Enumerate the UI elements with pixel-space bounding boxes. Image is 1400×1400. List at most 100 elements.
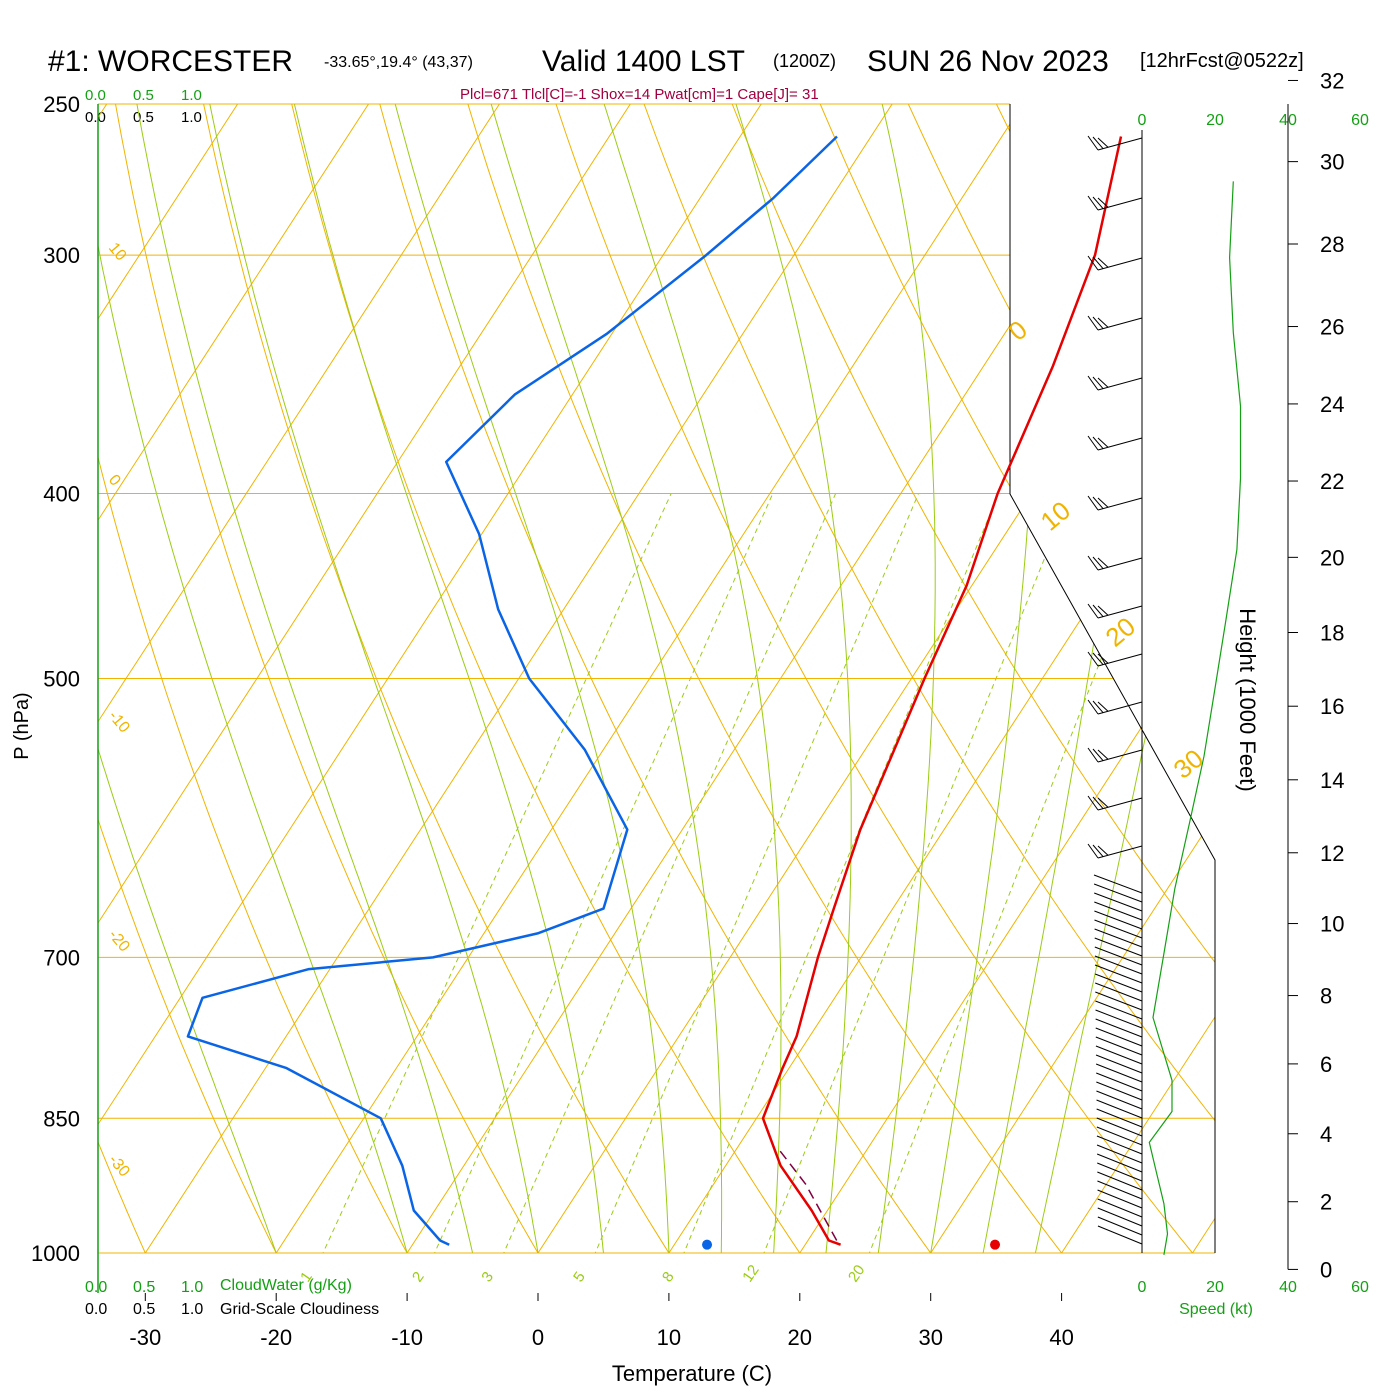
wind-scale-top-tick: 20 <box>1206 112 1224 129</box>
wind-barb <box>1095 982 1143 1002</box>
isotherm-line <box>1323 104 1400 1253</box>
wind-barb-flag <box>1087 795 1099 811</box>
wind-barb <box>1096 1108 1143 1128</box>
parcel-line <box>776 1146 838 1241</box>
isobar-label: 300 <box>43 243 80 268</box>
wind-barb-flag <box>1092 316 1104 329</box>
wind-scale-bottom-tick: 20 <box>1206 1279 1224 1296</box>
mixing-ratio-line <box>425 493 774 1253</box>
wind-barb-flag <box>1092 700 1104 713</box>
dry-adiabat-label: 0 <box>1003 314 1033 346</box>
x-axis-label: Temperature (C) <box>612 1361 772 1386</box>
top-cloudwater-tick: 0.5 <box>133 87 154 104</box>
wind-barb-flag <box>1087 603 1099 619</box>
wind-barb <box>1097 653 1143 667</box>
height-tick-label: 2 <box>1320 1190 1332 1215</box>
station-coords: -33.65°,19.4° (43,37) <box>324 54 473 71</box>
wind-barb-flag <box>1092 376 1104 389</box>
dry-adiabat-label: -20 <box>105 927 133 956</box>
wind-barb-flag <box>1097 605 1109 616</box>
wind-barb <box>1097 497 1143 511</box>
height-tick-label: 10 <box>1320 912 1344 937</box>
mixing-ratio-label: 8 <box>659 1269 678 1286</box>
wind-barb-flag <box>1087 495 1099 511</box>
wind-barb <box>1097 317 1143 331</box>
x-tick-label: 30 <box>918 1325 942 1350</box>
height-tick-label: 14 <box>1320 768 1344 793</box>
wind-barb <box>1097 437 1143 451</box>
wind-barb <box>1094 946 1143 966</box>
isobar-label: 700 <box>43 945 80 970</box>
wind-barb-flag <box>1097 701 1109 712</box>
wind-barb-flag <box>1087 435 1099 451</box>
moist-adiabat-line <box>490 104 723 1253</box>
stability-indices: Plcl=671 Tlcl[C]=-1 Shox=14 Pwat[cm]=1 C… <box>460 86 819 103</box>
wind-barb <box>1096 1126 1143 1146</box>
top-cloudiness-scale: 0.0 0.5 1.0 <box>85 109 202 126</box>
wind-barb-flag <box>1097 137 1109 148</box>
wind-barb-flag <box>1087 555 1099 571</box>
wind-barb <box>1096 1072 1143 1092</box>
dry-adiabat-line <box>283 104 828 1253</box>
forecast-date: SUN 26 Nov 2023 <box>867 45 1109 78</box>
wind-barb <box>1097 1207 1143 1227</box>
isobar-label: 850 <box>43 1106 80 1131</box>
dry-adiabat-label: 10 <box>105 240 130 265</box>
wind-barb <box>1097 701 1143 715</box>
wind-scale-top-tick: 0 <box>1138 112 1147 129</box>
cloudwater-label: CloudWater (g/Kg) <box>220 1277 352 1294</box>
height-tick-label: 0 <box>1320 1257 1332 1282</box>
wind-barb-flag <box>1097 257 1109 268</box>
isobar-label: 250 <box>43 92 80 117</box>
isotherm-line <box>1061 104 1215 1253</box>
wind-barb-flag <box>1087 135 1099 151</box>
wind-barb-flag <box>1097 437 1109 448</box>
wind-barb <box>1096 1144 1143 1164</box>
mixing-ratio-label: 20 <box>845 1262 868 1285</box>
wind-barb <box>1095 1009 1143 1029</box>
wind-barb-flag <box>1092 556 1104 569</box>
dry-adiabat-line <box>98 104 430 1253</box>
bottom-cloudiness-scale: 0.0 0.5 1.0 Grid-Scale Cloudiness <box>85 1301 379 1318</box>
mixing-ratio-line <box>861 493 1167 1253</box>
height-tick-label: 6 <box>1320 1052 1332 1077</box>
wind-barb <box>1097 557 1143 571</box>
height-tick-label: 8 <box>1320 984 1332 1009</box>
top-cloudwater-scale: 0.0 0.5 1.0 <box>85 87 202 104</box>
mixing-ratio-line <box>313 493 672 1253</box>
height-tick-label: 28 <box>1320 232 1344 257</box>
temperature-line <box>761 136 1123 1246</box>
moist-adiabat-line <box>293 104 604 1253</box>
moist-adiabat-line <box>136 104 474 1253</box>
wind-barb <box>1095 1000 1143 1020</box>
mixing-ratio-line <box>586 493 919 1253</box>
wind-barb <box>1097 1180 1143 1200</box>
x-tick-label: 0 <box>532 1325 544 1350</box>
wind-scale-bottom-tick: 40 <box>1279 1279 1297 1296</box>
wind-barb-flag <box>1092 604 1104 617</box>
wind-barb-flag <box>1097 497 1109 508</box>
cloudiness-label: Grid-Scale Cloudiness <box>220 1301 379 1318</box>
wind-barb-flag <box>1097 377 1109 388</box>
wind-barb-flag <box>1097 653 1109 664</box>
wind-barb-flag <box>1097 317 1109 328</box>
wind-barb <box>1097 797 1143 811</box>
wind-barb <box>1096 1099 1143 1119</box>
bottom-cloudwater-tick: 0.5 <box>133 1279 155 1296</box>
wind-barb <box>1097 1162 1143 1182</box>
top-cloudwater-tick: 1.0 <box>181 87 202 104</box>
wind-barb <box>1095 1036 1143 1056</box>
isotherm-line <box>930 104 1215 1253</box>
axes-ticks: -30 -20 -10 0 10 20 30 400246810121416182022242… <box>129 68 1344 1350</box>
wind-barb <box>1097 605 1143 619</box>
dry-adiabat-line <box>805 104 1215 1253</box>
wind-barb <box>1093 874 1143 894</box>
y-axis-label: P (hPa) <box>11 692 33 759</box>
wind-barb-flag <box>1092 496 1104 509</box>
moist-adiabat-line <box>877 104 936 1253</box>
mixing-ratio-line <box>755 493 1072 1253</box>
wind-barb <box>1096 1117 1143 1137</box>
height-tick-label: 22 <box>1320 469 1344 494</box>
isobar-label: 400 <box>43 482 80 507</box>
wind-barb-flag <box>1097 797 1109 808</box>
